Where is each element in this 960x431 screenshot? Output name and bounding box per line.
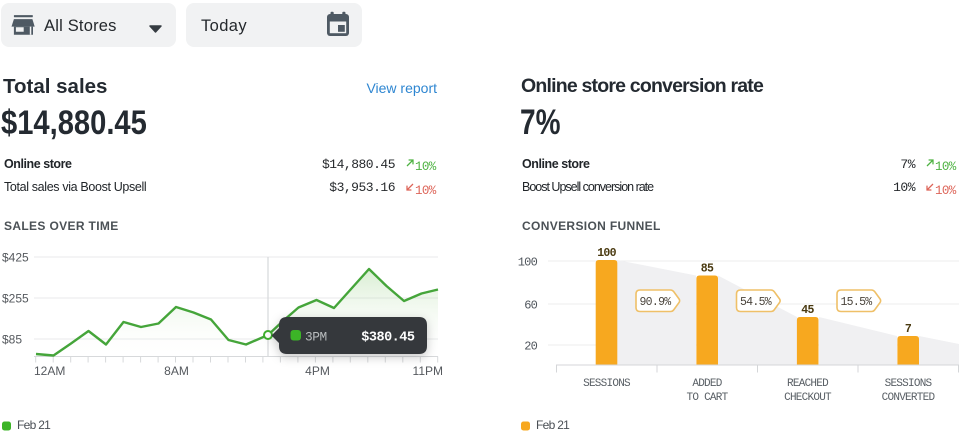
svg-text:REACHED: REACHED xyxy=(787,378,829,390)
svg-text:3PM: 3PM xyxy=(305,330,327,345)
svg-text:SESSIONS: SESSIONS xyxy=(583,378,631,390)
svg-text:$85: $85 xyxy=(2,333,22,347)
svg-text:20: 20 xyxy=(524,340,537,354)
svg-text:100: 100 xyxy=(518,256,538,270)
svg-text:85: 85 xyxy=(701,263,714,276)
svg-text:4PM: 4PM xyxy=(305,364,330,378)
svg-text:CHECKOUT: CHECKOUT xyxy=(784,392,832,404)
svg-text:Feb 21: Feb 21 xyxy=(17,418,51,431)
svg-text:Feb 21: Feb 21 xyxy=(536,418,570,431)
svg-text:SESSIONS: SESSIONS xyxy=(885,378,933,390)
svg-text:TO CART: TO CART xyxy=(687,392,729,404)
svg-text:100: 100 xyxy=(597,247,616,260)
svg-text:$255: $255 xyxy=(2,292,29,306)
svg-text:8AM: 8AM xyxy=(164,364,189,378)
svg-text:90.9%: 90.9% xyxy=(639,296,671,309)
svg-text:7: 7 xyxy=(905,323,912,336)
svg-text:$380.45: $380.45 xyxy=(361,331,415,346)
svg-text:ADDED: ADDED xyxy=(692,378,722,390)
svg-text:54.5%: 54.5% xyxy=(740,296,772,309)
svg-text:15.5%: 15.5% xyxy=(840,296,872,309)
svg-text:12AM: 12AM xyxy=(34,364,65,378)
svg-text:60: 60 xyxy=(524,299,537,313)
svg-text:$425: $425 xyxy=(2,251,29,265)
svg-text:CONVERTED: CONVERTED xyxy=(882,392,936,404)
svg-text:45: 45 xyxy=(801,304,814,317)
svg-text:11PM: 11PM xyxy=(413,364,443,378)
